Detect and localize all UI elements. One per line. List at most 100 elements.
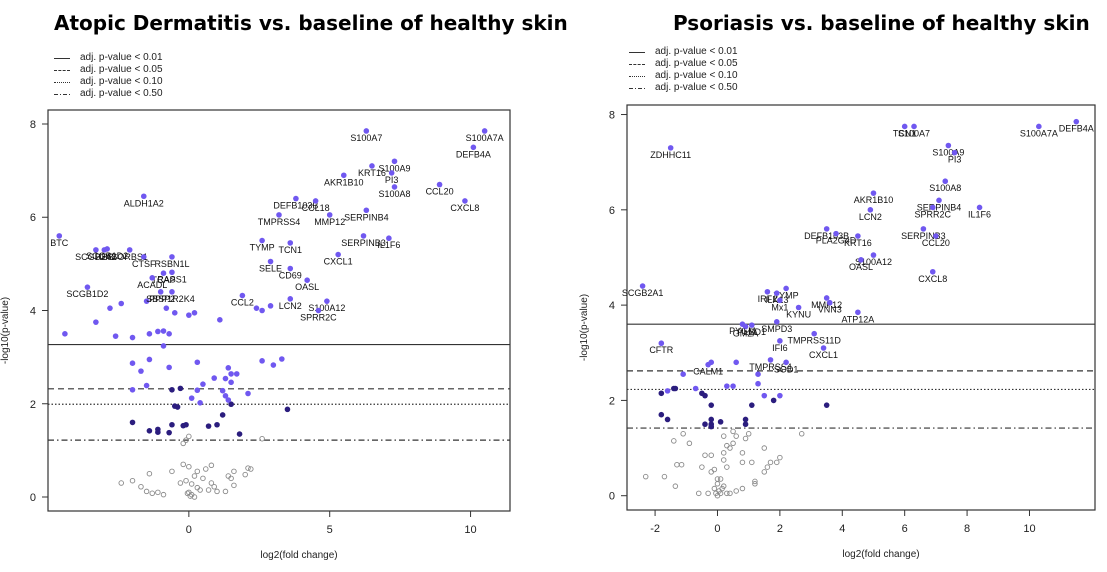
legend: adj. p-value < 0.01 adj. p-value < 0.05 … — [54, 52, 163, 100]
gene-label: RSBN1L — [154, 259, 189, 269]
data-point-significant — [724, 383, 730, 389]
legend-item: adj. p-value < 0.01 — [54, 52, 163, 64]
data-point-significant — [171, 310, 178, 316]
legend-label: adj. p-value < 0.05 — [655, 58, 738, 69]
data-point-labeled — [391, 184, 398, 190]
gene-label: LCN2 — [279, 301, 302, 311]
gene-label: AKR1B10 — [324, 177, 364, 187]
data-point-labeled — [259, 237, 265, 244]
data-point-labeled — [936, 197, 942, 204]
gene-label: SERPINB4 — [917, 202, 962, 212]
y-tick-label: 4 — [30, 306, 36, 318]
data-point-nonsignificant — [730, 428, 736, 435]
gene-label: S100A7A — [1020, 128, 1058, 138]
data-point-nonsignificant — [674, 461, 680, 468]
plot-frame — [626, 104, 1096, 511]
data-point-labeled — [855, 309, 861, 316]
data-point-moderate — [169, 421, 175, 428]
data-point-nonsignificant — [191, 473, 198, 479]
data-point-nonsignificant — [761, 445, 768, 451]
gene-label: HBB — [95, 252, 114, 262]
data-point-significant — [146, 331, 153, 337]
data-point-labeled — [823, 226, 830, 232]
gene-label: IL1F6 — [377, 240, 400, 250]
legend-label: adj. p-value < 0.01 — [80, 52, 163, 63]
data-point-moderate — [742, 416, 749, 423]
gene-label: GM2A — [733, 329, 759, 339]
data-point-nonsignificant — [711, 466, 718, 473]
data-point-labeled — [363, 128, 370, 134]
gene-label: SERPINB4 — [344, 212, 389, 222]
data-point-moderate — [169, 386, 175, 393]
data-point-labeled — [870, 190, 877, 196]
data-point-moderate — [146, 428, 153, 434]
data-point-significant — [129, 360, 136, 366]
data-point-moderate — [702, 421, 708, 428]
gene-label: TCN1 — [893, 128, 917, 138]
data-point-nonsignificant — [197, 487, 203, 493]
data-point-labeled — [157, 289, 164, 295]
data-point-nonsignificant — [248, 466, 254, 472]
gene-label: S100A9 — [932, 148, 964, 158]
x-tick-label: 2 — [777, 523, 783, 535]
y-tick-label: 6 — [30, 212, 36, 224]
gene-label: PLBD1 — [738, 327, 767, 337]
legend-item: adj. p-value < 0.01 — [629, 46, 738, 58]
data-point-significant — [143, 382, 150, 389]
data-point-nonsignificant — [186, 433, 192, 440]
data-point-labeled — [777, 338, 783, 344]
legend-label: adj. p-value < 0.10 — [655, 70, 738, 81]
legend-label: adj. p-value < 0.01 — [655, 46, 738, 57]
data-point-nonsignificant — [188, 481, 195, 487]
data-point-significant — [163, 305, 170, 311]
data-point-significant — [155, 328, 161, 335]
data-point-moderate — [658, 390, 665, 397]
data-point-labeled — [773, 318, 780, 325]
data-point-nonsignificant — [724, 442, 730, 449]
x-tick-label: 0 — [186, 524, 192, 536]
data-point-labeled — [827, 299, 833, 306]
data-point-nonsignificant — [742, 435, 749, 442]
data-point-labeled — [1036, 123, 1042, 130]
x-tick-label: 10 — [1023, 523, 1035, 535]
data-point-moderate — [155, 429, 161, 435]
data-point-nonsignificant — [708, 452, 714, 458]
data-point-nonsignificant — [764, 464, 771, 470]
gene-label: CFTR — [649, 345, 673, 355]
data-point-moderate — [205, 423, 212, 429]
data-point-labeled — [160, 270, 167, 276]
data-point-labeled — [705, 361, 711, 368]
data-point-nonsignificant — [733, 433, 739, 439]
gene-label: TMPRSS11D — [788, 336, 842, 346]
data-point-nonsignificant — [671, 438, 677, 444]
data-point-nonsignificant — [200, 475, 206, 482]
gene-label: CCL18 — [302, 203, 330, 213]
data-point-significant — [200, 381, 206, 387]
data-point-significant — [761, 392, 768, 399]
data-point-nonsignificant — [146, 470, 153, 477]
data-point-significant — [279, 356, 285, 362]
gene-label: DEFB103B — [273, 201, 318, 211]
data-point-labeled — [942, 178, 949, 185]
gene-label: S100A7A — [466, 133, 504, 143]
data-point-significant — [118, 300, 125, 307]
gene-label: S100A9 — [378, 163, 410, 173]
data-point-moderate — [129, 419, 136, 426]
data-point-nonsignificant — [184, 490, 191, 497]
data-point-significant — [143, 298, 150, 304]
y-tick-label: 2 — [30, 399, 36, 411]
data-point-significant — [259, 307, 265, 314]
gene-label: OASL — [295, 282, 319, 292]
data-point-significant — [680, 371, 686, 378]
gene-label: TCAP — [151, 275, 175, 285]
data-point-nonsignificant — [733, 488, 739, 494]
data-point-significant — [93, 319, 99, 325]
data-point-significant — [222, 375, 229, 382]
data-point-significant — [777, 392, 783, 399]
gene-label: Mx1 — [771, 302, 788, 312]
data-point-significant — [186, 312, 192, 318]
data-point-significant — [219, 387, 226, 394]
gene-label: SERPINB3 — [901, 231, 946, 241]
data-point-nonsignificant — [678, 461, 685, 468]
data-point-labeled — [951, 149, 958, 156]
